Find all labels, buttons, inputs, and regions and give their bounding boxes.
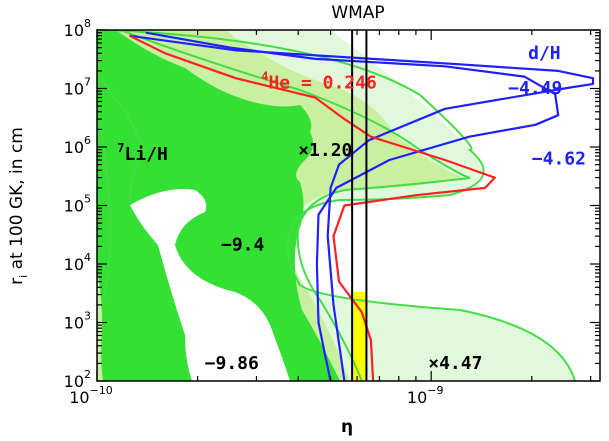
x-axis-label: η [341,417,353,437]
annotation-label: 7Li/H [117,141,168,165]
ticks-layer: 102 103 104 105 106 107 108 10−10 10−9 [64,17,600,407]
annotation-label: −4.49 [508,78,562,99]
y-tick-label: 105 [64,193,91,216]
li-white-gap [130,189,290,381]
y-tick-label: 102 [64,368,91,391]
y-axis-label-r: r [7,278,27,285]
y-tick-label: 107 [64,76,91,99]
y-tick-label: 106 [64,134,91,157]
li-contour-middle [119,30,471,382]
y-axis-label-sub: i [17,275,30,278]
annotation-label: −9.4 [221,235,265,256]
wmap-lines [351,30,368,381]
x-tick-label: 10−10 [69,384,113,407]
annotation-label: −9.86 [205,353,259,374]
y-axis-label: ri at 100 GK, in cm [7,127,30,285]
series-layer [128,31,595,382]
wmap-band-fill [352,292,366,382]
annotation-label: d/H [528,43,561,64]
series-line-1 [145,31,560,382]
li-contour-left [97,94,112,301]
li-contour-inner [97,69,147,206]
y-tick-label: 104 [64,251,91,274]
chart-title: WMAP [331,3,384,23]
x-tick-label: 10−9 [407,384,444,407]
y-tick-label: 108 [64,17,91,40]
y-axis-label-rest: at 100 GK, in cm [7,127,27,275]
annotation-label: −4.62 [532,149,586,170]
li-contour-outer [105,30,576,382]
series-line-2 [128,34,496,382]
y-tick-label: 103 [64,310,91,333]
annotation-layer: d/H −4.49 −4.62 ×1.20 −9.4 −9.86 ×4.47 4He = 0.… [117,43,586,374]
series-line-0 [129,34,595,382]
annotation-label: ×4.47 [428,353,482,374]
annotation-label: 4He = 0.246 [261,70,377,94]
annotation-label: ×1.20 [298,140,352,161]
li-main-region [97,30,340,381]
plot-area [97,30,595,382]
